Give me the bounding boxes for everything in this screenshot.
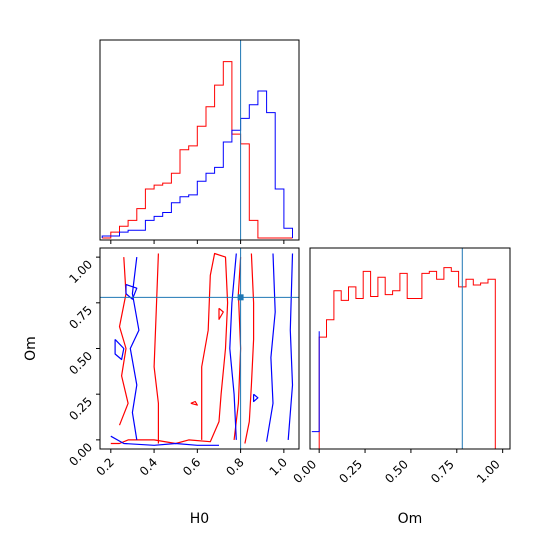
contour-line-2	[153, 253, 159, 444]
contour-xtick-label-3: 0.8	[223, 455, 246, 478]
om-hist-xtick-label-4: 1.00	[474, 457, 503, 486]
om-hist-xtick-label-3: 0.75	[428, 457, 457, 486]
contour-line-6	[190, 400, 198, 406]
om-hist-series-2	[311, 331, 320, 433]
contour-ytick-label-4: 1.00	[66, 257, 95, 286]
contour-line-14	[125, 283, 138, 300]
contour-line-3	[244, 253, 255, 444]
contour-line-13	[114, 338, 125, 361]
contour-xtick-label-4: 1.0	[267, 455, 290, 478]
contour-ytick-label-0: 0.00	[66, 440, 95, 469]
contour-ytick-label-3: 0.75	[66, 303, 95, 332]
om-hist-xtick-label-2: 0.50	[382, 457, 411, 486]
om-hist-series-1	[318, 267, 496, 449]
om-ylabel: Om	[23, 336, 39, 361]
om-xlabel: Om	[398, 511, 423, 527]
contour-line-4	[118, 257, 129, 426]
om-hist-frame	[309, 247, 511, 450]
truth-marker	[237, 294, 244, 301]
contour-line-15	[253, 393, 259, 403]
h0-hist-series-2	[101, 90, 293, 238]
contour-ytick-label-1: 0.25	[66, 394, 95, 423]
contour-line-7	[218, 307, 224, 320]
contour-line-1	[110, 252, 229, 445]
h0-hist-series-1	[102, 61, 293, 239]
contour-xtick-label-0: 0.2	[94, 455, 117, 478]
h0-xlabel: H0	[190, 511, 209, 527]
contour-xtick-label-1: 0.4	[137, 455, 160, 478]
contour-line-11	[266, 253, 276, 442]
om-hist-xtick-label-0: 0.00	[291, 457, 320, 486]
contour-line-9	[129, 257, 140, 440]
contour-line-10	[229, 253, 237, 440]
om-hist-xtick-label-1: 0.25	[336, 457, 365, 486]
contour-xtick-label-2: 0.6	[180, 455, 203, 478]
contour-ytick-label-2: 0.50	[66, 349, 95, 378]
contour-line-8	[110, 435, 219, 446]
h0-hist-frame	[99, 39, 300, 241]
contour-line-12	[287, 253, 294, 440]
